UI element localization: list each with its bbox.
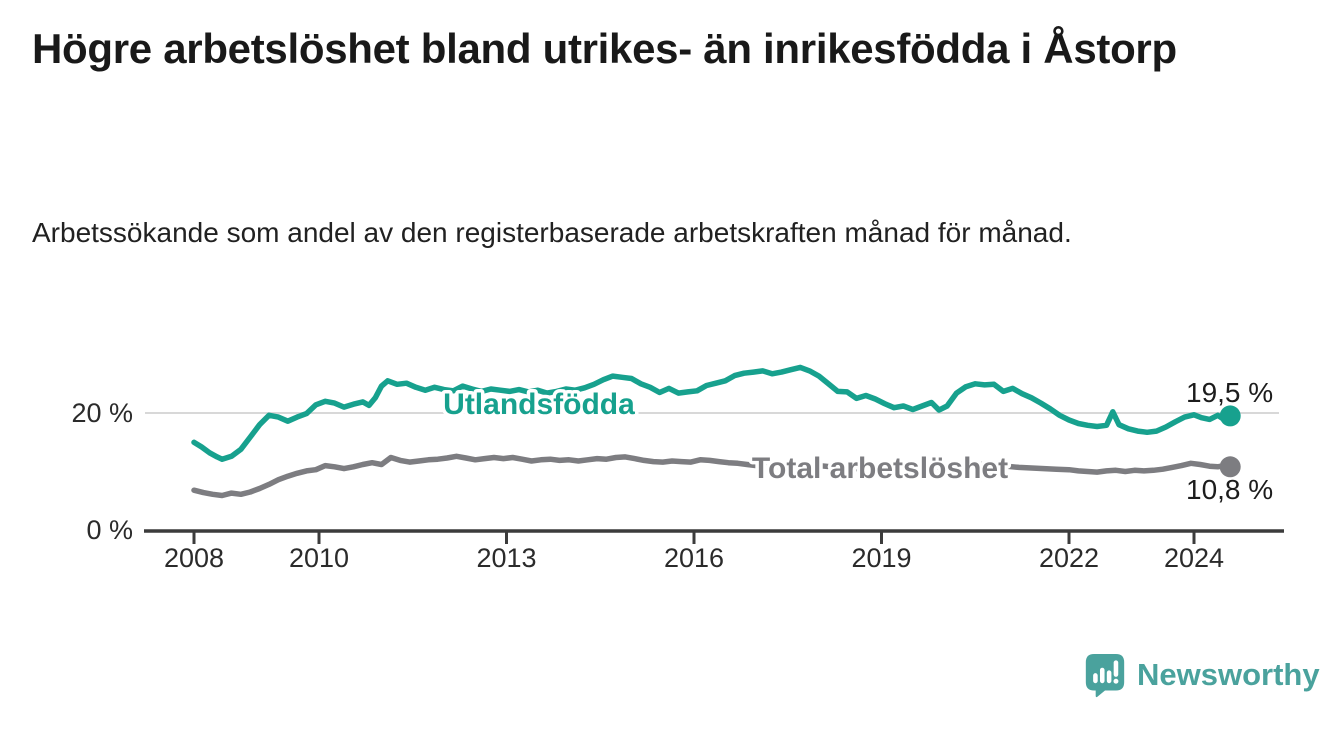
newsworthy-brand-text: Newsworthy: [1137, 657, 1320, 692]
series-line-utlandsfodda: [191, 364, 1233, 462]
x-tick-label-2024: 2024: [1164, 543, 1224, 573]
series-line-total-arbetsloshet: [191, 453, 1233, 499]
x-tick-label-2019: 2019: [851, 543, 911, 573]
x-tick-label-2013: 2013: [476, 543, 536, 573]
chart-title: Högre arbetslöshet bland utrikes- än inr…: [32, 25, 1177, 72]
x-tick-label-2016: 2016: [664, 543, 724, 573]
logo-exclamation-dot: [1113, 678, 1119, 684]
series-label-total-arbetsloshet: Total arbetslöshet: [752, 452, 1008, 485]
y-tick-label-20: 20 %: [71, 398, 133, 428]
y-tick-label-0: 0 %: [86, 515, 133, 545]
x-axis-ticks: 2008 2010 2013 2016 2019 2022 2024: [164, 531, 1224, 573]
chart-subtitle: Arbetssökande som andel av den registerb…: [32, 217, 1072, 248]
series-end-dot-utlandsfodda: [1219, 405, 1241, 427]
x-tick-label-2022: 2022: [1039, 543, 1099, 573]
logo-exclamation-bar: [1113, 660, 1119, 677]
series-label-utlandsfodda: Utlandsfödda: [443, 388, 635, 421]
logo-bar-medium: [1106, 670, 1112, 684]
end-value-label-utlandsfodda: 19,5 %: [1186, 377, 1273, 408]
logo-bar-tall: [1099, 667, 1105, 684]
end-value-label-total-arbetsloshet: 10,8 %: [1186, 474, 1273, 505]
x-tick-label-2010: 2010: [289, 543, 349, 573]
logo-bar-small: [1093, 673, 1098, 684]
newsworthy-bar-chart-bubble-icon: [1085, 654, 1125, 698]
x-tick-label-2008: 2008: [164, 543, 224, 573]
newsworthy-logo: Newsworthy: [1084, 652, 1320, 698]
series-end-dot-total-arbetsloshet: [1219, 456, 1241, 478]
